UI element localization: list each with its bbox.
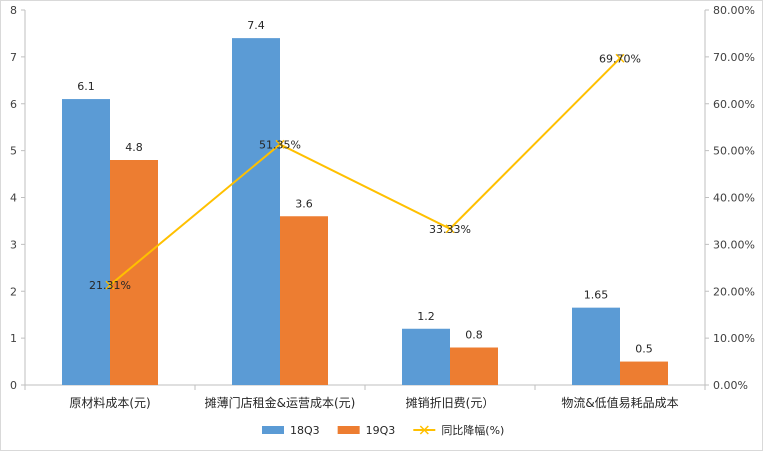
- legend-item: 18Q3: [262, 424, 320, 437]
- right-axis-tick-label: 0.00%: [713, 379, 748, 392]
- bar-19Q3: [620, 361, 668, 385]
- legend-item: 19Q3: [337, 424, 396, 437]
- bar-19Q3: [280, 216, 328, 385]
- bar-18Q3: [402, 328, 450, 385]
- bar-19Q3: [450, 347, 498, 385]
- right-axis-tick-label: 80.00%: [713, 4, 755, 17]
- bar-data-label: 1.65: [584, 289, 609, 302]
- line-data-label: 33.33%: [429, 223, 471, 236]
- x-axis-category-label: 原材料成本(元): [69, 396, 150, 410]
- line-data-label: 21.31%: [89, 279, 131, 292]
- right-axis-tick-label: 70.00%: [713, 51, 755, 64]
- bar-18Q3: [572, 307, 620, 385]
- line-data-label: 69.70%: [599, 52, 641, 65]
- left-axis-tick-label: 7: [10, 51, 17, 64]
- left-axis-tick-label: 8: [10, 4, 17, 17]
- bar-18Q3: [62, 99, 110, 385]
- bar-data-label: 4.8: [125, 141, 143, 154]
- line-point-marker: [105, 280, 115, 290]
- legend-swatch: [262, 426, 284, 434]
- x-axis-category-label: 摊销折旧费(元）: [406, 395, 495, 410]
- right-axis-tick-label: 50.00%: [713, 145, 755, 158]
- bar-data-label: 0.8: [465, 329, 483, 342]
- left-axis-tick-label: 5: [10, 145, 17, 158]
- legend-label: 同比降幅(%): [441, 423, 504, 437]
- x-axis-category-label: 摊薄门店租金&运营成本(元): [205, 395, 356, 410]
- line-point-marker: [615, 53, 625, 63]
- legend-swatch: [337, 426, 360, 434]
- right-axis-tick-label: 20.00%: [713, 285, 755, 298]
- right-axis-tick-label: 60.00%: [713, 98, 755, 111]
- right-axis-tick-label: 30.00%: [713, 238, 755, 251]
- line-point-marker: [275, 139, 285, 149]
- bar-data-label: 6.1: [77, 80, 95, 93]
- left-axis-tick-label: 4: [10, 192, 17, 205]
- bar-data-label: 7.4: [247, 19, 265, 32]
- bar-data-label: 0.5: [635, 343, 653, 356]
- x-axis-category-label: 物流&低值易耗品成本: [561, 395, 678, 410]
- left-axis-tick-label: 3: [10, 238, 17, 251]
- right-axis-tick-label: 40.00%: [713, 192, 755, 205]
- line-point-marker: [445, 224, 455, 234]
- left-axis-tick-label: 6: [10, 98, 17, 111]
- bar-18Q3: [232, 38, 280, 385]
- bar-data-label: 3.6: [295, 197, 313, 210]
- line-series-path: [109, 57, 621, 286]
- left-axis-tick-label: 2: [10, 285, 17, 298]
- left-axis-tick-label: 1: [10, 332, 17, 345]
- left-axis-tick-label: 0: [10, 379, 17, 392]
- right-axis-tick-label: 10.00%: [713, 332, 755, 345]
- bar-data-label: 1.2: [417, 310, 435, 323]
- legend-label: 19Q3: [366, 424, 396, 437]
- bar-19Q3: [110, 160, 158, 385]
- legend-item: 同比降幅(%): [413, 423, 504, 437]
- line-data-label: 51.35%: [259, 138, 301, 151]
- legend-label: 18Q3: [290, 424, 320, 437]
